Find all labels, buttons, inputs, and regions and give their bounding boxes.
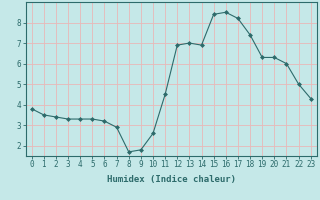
X-axis label: Humidex (Indice chaleur): Humidex (Indice chaleur)	[107, 175, 236, 184]
